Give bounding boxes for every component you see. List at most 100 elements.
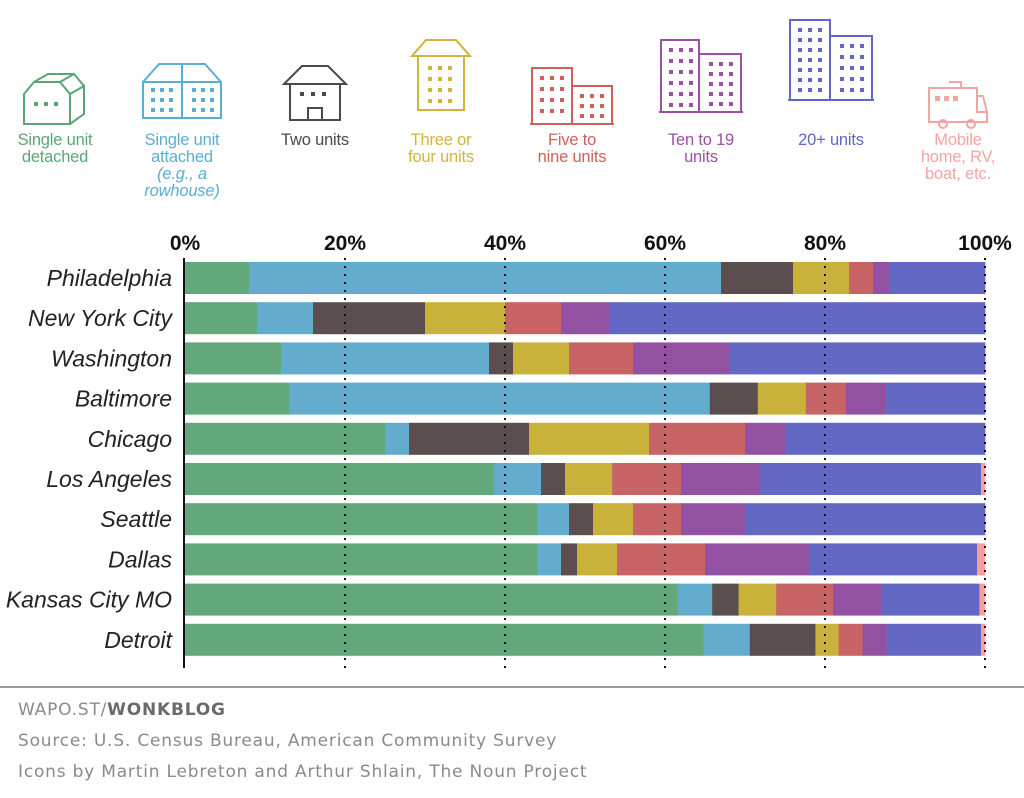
legend-label-line: home, RV,: [920, 148, 996, 166]
bar-segment: [712, 583, 739, 616]
detached-house-icon: [23, 72, 85, 125]
legend-label: Five to nine units: [517, 132, 627, 166]
bar-segment: [681, 503, 746, 536]
city-label: Baltimore: [75, 386, 172, 412]
bar-segment: [185, 382, 290, 415]
legend-label: 20+ units: [776, 132, 886, 149]
bar-segment: [793, 262, 850, 294]
bar-segment: [289, 382, 711, 415]
tick-label: 0%: [170, 232, 201, 255]
bar-segment: [185, 422, 386, 455]
site-prefix: WAPO.ST/: [18, 700, 108, 720]
bar-segment: [313, 302, 426, 335]
bar-segment: [541, 463, 566, 495]
bar-segment: [185, 583, 679, 616]
tall-apartment-icon: [659, 39, 743, 113]
bar-segment: [185, 463, 495, 495]
bar-segment: [489, 342, 514, 375]
bar-segment: [745, 422, 786, 455]
site-name: WONKBLOG: [107, 700, 226, 720]
tick-label: 80%: [804, 232, 846, 255]
legend-label-line: Ten to 19: [667, 131, 735, 149]
legend-label: Three or four units: [386, 132, 496, 166]
legend-label: Single unit attached (e.g., a rowhouse): [127, 132, 237, 200]
bar-segment: [749, 623, 816, 656]
legend-label-note: rowhouse): [144, 182, 220, 200]
city-label: Los Angeles: [46, 466, 172, 492]
bar-segment: [409, 422, 530, 455]
bar-segment: [537, 543, 562, 576]
bar-segment: [185, 543, 538, 576]
bar-segment: [569, 503, 594, 536]
mid-apartment-icon: [530, 67, 614, 125]
source-note: Source: U.S. Census Bureau, American Com…: [18, 731, 558, 751]
bar-segment: [681, 463, 761, 495]
bar-segment: [425, 302, 506, 335]
bar-segment: [981, 623, 986, 656]
bar-segment: [729, 342, 986, 375]
bar-segment: [493, 463, 542, 495]
small-apartment-icon: [409, 39, 473, 111]
bar-segment: [981, 463, 986, 495]
tower-apartment-icon: [788, 19, 874, 101]
bar-segment: [745, 503, 986, 536]
legend-label-line: Single unit: [17, 131, 93, 149]
bar-segment: [185, 262, 250, 294]
bar-segment: [979, 583, 986, 616]
bar-segment: [565, 463, 613, 495]
bar-segment: [281, 342, 490, 375]
bar-segment: [593, 503, 634, 536]
bar-segment: [862, 623, 887, 656]
city-label: Detroit: [104, 627, 173, 653]
legend-label-line: detached: [21, 148, 89, 166]
footer-divider: [0, 686, 1024, 688]
duplex-house-icon: [281, 65, 349, 121]
stacked-bar-chart: Philadelphia New York City Washington Balti…: [6, 232, 1012, 668]
bar-segment: [537, 503, 570, 536]
legend-label-line: boat, etc.: [925, 165, 991, 183]
legend-label-line: nine units: [537, 148, 607, 166]
bar-segment: [561, 302, 610, 335]
city-label: Washington: [51, 345, 172, 371]
bar-segment: [776, 583, 834, 616]
bar-segment: [849, 262, 874, 294]
icon-credits: Icons by Martin Lebreton and Arthur Shla…: [18, 762, 588, 782]
city-label: Philadelphia: [47, 265, 172, 291]
legend-item: Mobile home, RV, boat, etc.: [903, 14, 1013, 183]
bar-segment: [709, 382, 759, 415]
bar-segment: [185, 503, 538, 536]
bar-segment: [561, 543, 578, 576]
bar-segment: [721, 262, 794, 294]
city-label: Seattle: [100, 506, 172, 532]
bar-segment: [738, 583, 777, 616]
legend-item: Three or four units: [386, 14, 496, 166]
bar-segment: [617, 543, 706, 576]
bar-segment: [838, 623, 863, 656]
legend-label-line: Single unit: [144, 131, 220, 149]
bar-segment: [889, 262, 986, 294]
legend-item: Single unit detached: [0, 14, 110, 166]
bar-segment: [677, 583, 713, 616]
legend-label-line: Mobile: [934, 131, 982, 149]
bar-segment: [886, 623, 982, 656]
legend-item: Ten to 19 units: [646, 14, 756, 166]
legend-label: Single unit detached: [0, 132, 110, 166]
legend-label-line: Three or: [410, 131, 472, 149]
bar-segment: [815, 623, 839, 656]
rowhouse-icon: [142, 63, 222, 119]
legend-label-line: four units: [408, 148, 474, 166]
bar-segment: [705, 543, 810, 576]
bar-segment: [257, 302, 314, 335]
bar-segment: [760, 463, 982, 495]
legend-item: 20+ units: [776, 14, 886, 149]
tick-label: 20%: [324, 232, 366, 255]
rv-icon: [928, 81, 988, 129]
tick-label: 100%: [958, 232, 1012, 255]
bar-segment: [513, 342, 570, 375]
bar-segment: [529, 422, 650, 455]
legend-label: Mobile home, RV, boat, etc.: [903, 132, 1013, 183]
legend-item: Two units: [260, 14, 370, 149]
bar-segment: [649, 422, 746, 455]
bar-segment: [612, 463, 682, 495]
legend-label-line: attached: [151, 148, 213, 166]
